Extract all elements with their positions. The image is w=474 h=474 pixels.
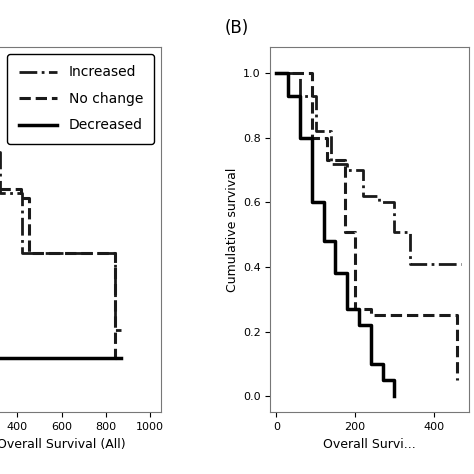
X-axis label: Overall Survival (All): Overall Survival (All) — [0, 438, 126, 451]
Y-axis label: Cumulative survival: Cumulative survival — [226, 168, 239, 292]
Text: (B): (B) — [225, 19, 249, 37]
X-axis label: Overall Survi...: Overall Survi... — [323, 438, 416, 451]
Legend: Increased, No change, Decreased: Increased, No change, Decreased — [8, 55, 154, 144]
